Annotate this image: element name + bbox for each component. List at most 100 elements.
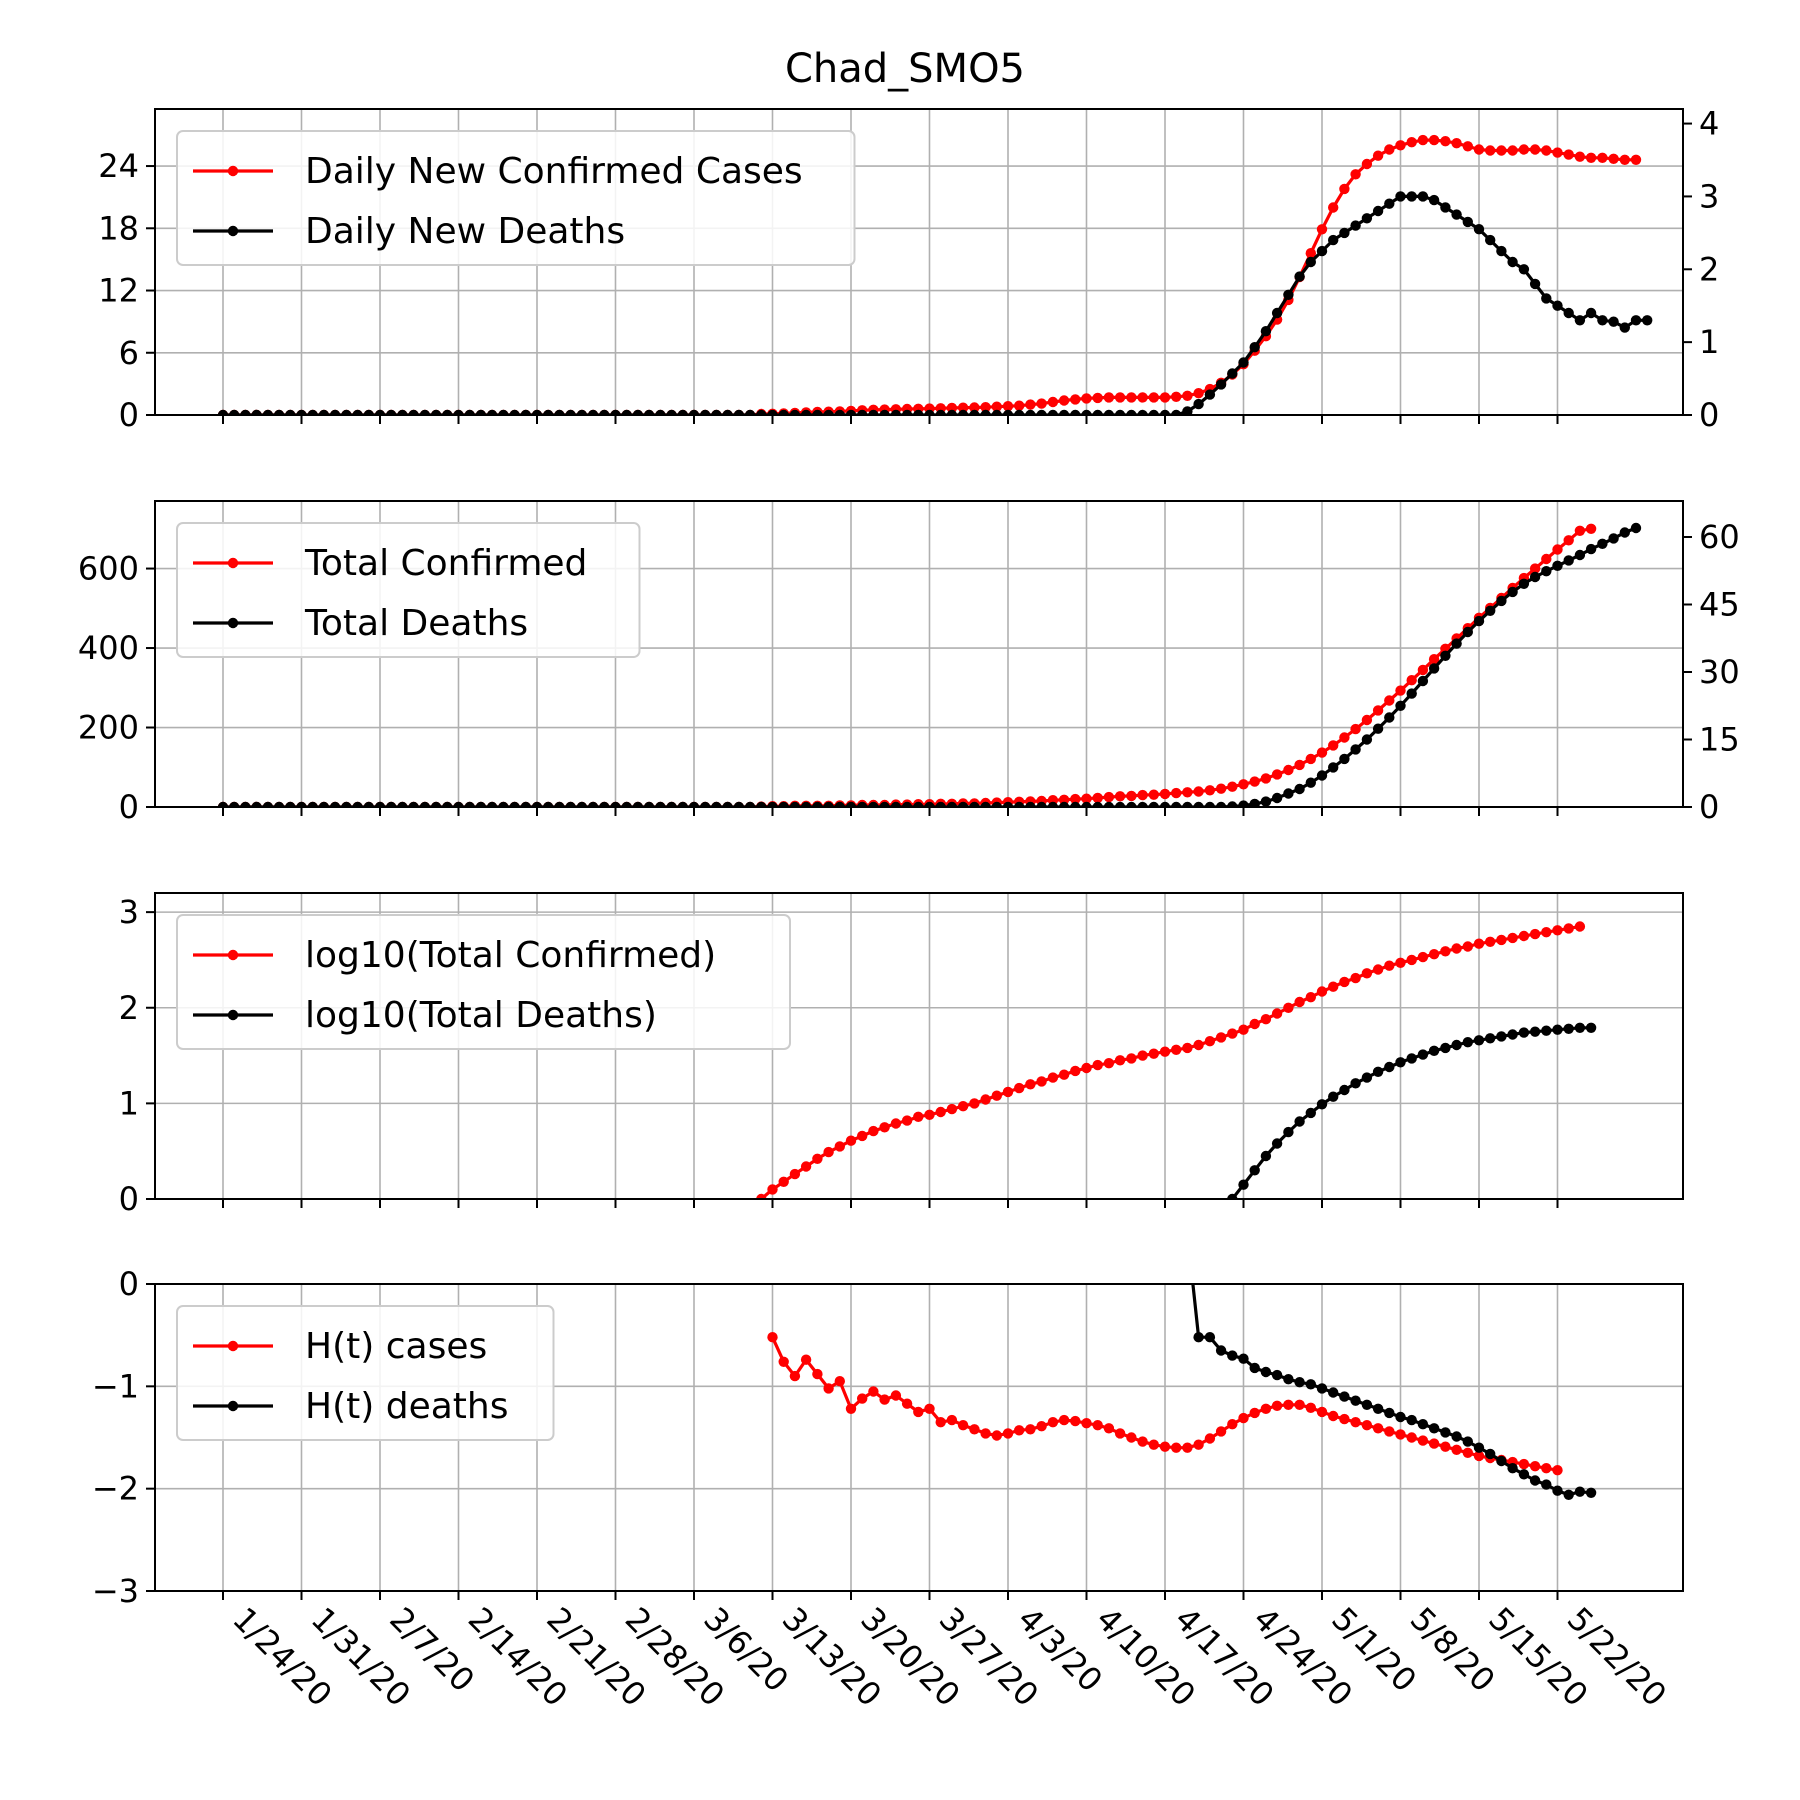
data-point (890, 409, 902, 415)
data-point (1428, 1045, 1440, 1057)
data-point (1384, 712, 1395, 723)
data-point (1485, 1448, 1496, 1460)
data-point (1585, 523, 1597, 534)
data-point (1518, 578, 1530, 589)
data-point (498, 801, 509, 807)
data-point (778, 1176, 789, 1188)
data-point (1238, 800, 1249, 807)
data-point (1058, 1069, 1070, 1080)
data-point (913, 409, 924, 415)
data-point (834, 1376, 845, 1387)
legend: Total Confirmed Total Deaths (176, 522, 641, 658)
data-point (1283, 764, 1294, 776)
data-point (1148, 1439, 1160, 1450)
data-point (453, 409, 464, 415)
data-point (868, 1386, 879, 1397)
data-point (1148, 789, 1160, 800)
data-point (1518, 264, 1530, 275)
data-point (868, 409, 879, 415)
data-point (1036, 1421, 1047, 1432)
data-point (1204, 1036, 1216, 1047)
data-point (1260, 796, 1272, 807)
y-tick-label: 18 (98, 209, 139, 247)
data-point (352, 801, 363, 807)
legend-marker (227, 617, 239, 629)
data-point (1350, 1078, 1361, 1089)
data-point (1372, 205, 1384, 217)
y2-tick-label: 4 (1699, 105, 1719, 143)
data-point (509, 801, 520, 807)
data-point (397, 801, 408, 807)
data-point (1597, 315, 1608, 326)
data-point (554, 801, 565, 807)
data-point (1361, 1072, 1373, 1083)
data-point (1002, 401, 1014, 412)
data-point (677, 409, 688, 415)
data-point (800, 1354, 812, 1365)
data-point (1036, 409, 1047, 415)
data-point (1249, 1362, 1260, 1374)
data-point (1047, 1417, 1059, 1428)
data-point (1148, 1048, 1160, 1059)
panel-3: 0 1 2 3 log10(Total Confirmed) log10(Total De… (119, 892, 1684, 1218)
data-point (1496, 245, 1507, 257)
data-point (1204, 785, 1216, 796)
data-point (1171, 787, 1182, 799)
data-point (1619, 527, 1631, 538)
data-point (901, 1115, 913, 1126)
data-point (1574, 525, 1586, 536)
data-point (1642, 315, 1653, 326)
data-point (1137, 1436, 1148, 1447)
data-point (531, 801, 543, 807)
data-point (1014, 400, 1025, 411)
y-tick-label: 0 (119, 396, 139, 434)
data-point (1260, 1014, 1272, 1025)
data-point (924, 801, 935, 807)
data-point (845, 409, 857, 415)
data-point (1193, 1332, 1204, 1343)
data-point (722, 409, 733, 415)
data-point (1283, 1399, 1294, 1411)
data-point (935, 1417, 946, 1428)
data-point (1451, 1039, 1462, 1051)
data-point (1305, 777, 1317, 788)
data-point (1339, 1391, 1350, 1402)
data-point (778, 409, 789, 415)
data-point (823, 1383, 834, 1394)
data-point (1025, 409, 1036, 415)
data-point (1552, 544, 1563, 555)
data-point (1417, 1435, 1429, 1446)
data-point (980, 409, 991, 415)
y-tick-label: 2 (119, 989, 139, 1027)
data-point (1316, 1099, 1328, 1110)
data-point (1372, 705, 1384, 716)
data-point (1451, 1444, 1462, 1456)
data-point (1361, 158, 1373, 170)
data-point (1159, 788, 1171, 800)
y2-tick-label: 0 (1699, 396, 1719, 434)
data-point (1025, 801, 1036, 807)
data-point (1574, 151, 1586, 162)
data-point (1339, 1413, 1350, 1425)
series-2 (217, 191, 1653, 415)
y-tick-label: 24 (98, 147, 139, 185)
data-point (565, 409, 576, 415)
data-point (1585, 307, 1597, 319)
data-point (991, 801, 1002, 807)
data-point (352, 409, 363, 415)
data-point (1428, 1423, 1440, 1434)
data-point (1417, 191, 1429, 202)
data-point (1047, 1072, 1059, 1083)
data-point (1384, 198, 1395, 209)
data-point (1148, 409, 1159, 415)
data-point (1608, 153, 1619, 164)
data-point (1395, 140, 1406, 151)
data-point (1114, 791, 1126, 802)
data-point (1193, 1039, 1204, 1051)
data-point (565, 801, 576, 807)
data-point (475, 801, 487, 807)
data-point (1036, 801, 1047, 807)
data-point (991, 1090, 1002, 1101)
data-point (711, 801, 722, 807)
data-point (1428, 654, 1440, 665)
